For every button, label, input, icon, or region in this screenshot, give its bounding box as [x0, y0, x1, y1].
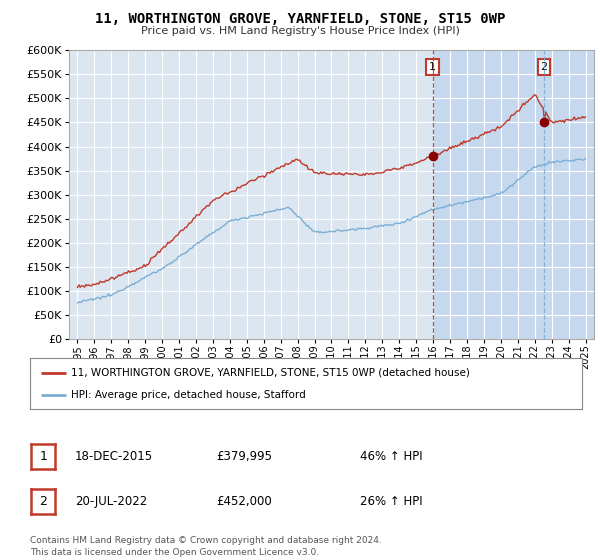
Text: 46% ↑ HPI: 46% ↑ HPI [360, 450, 422, 463]
Text: 11, WORTHINGTON GROVE, YARNFIELD, STONE, ST15 0WP: 11, WORTHINGTON GROVE, YARNFIELD, STONE,… [95, 12, 505, 26]
Bar [433, 50, 594, 339]
Text: 11, WORTHINGTON GROVE, YARNFIELD, STONE, ST15 0WP (detached house): 11, WORTHINGTON GROVE, YARNFIELD, STONE,… [71, 367, 470, 377]
Text: HPI: Average price, detached house, Stafford: HPI: Average price, detached house, Staf… [71, 390, 306, 400]
Text: 1: 1 [39, 450, 47, 463]
Text: £452,000: £452,000 [216, 494, 272, 508]
Text: Contains HM Land Registry data © Crown copyright and database right 2024.
This d: Contains HM Land Registry data © Crown c… [30, 536, 382, 557]
Text: Price paid vs. HM Land Registry's House Price Index (HPI): Price paid vs. HM Land Registry's House … [140, 26, 460, 36]
Text: 26% ↑ HPI: 26% ↑ HPI [360, 494, 422, 508]
Text: 18-DEC-2015: 18-DEC-2015 [75, 450, 153, 463]
Text: 2: 2 [541, 62, 548, 72]
Text: 20-JUL-2022: 20-JUL-2022 [75, 494, 147, 508]
Text: 1: 1 [429, 62, 436, 72]
Text: £379,995: £379,995 [216, 450, 272, 463]
Text: 2: 2 [39, 494, 47, 508]
